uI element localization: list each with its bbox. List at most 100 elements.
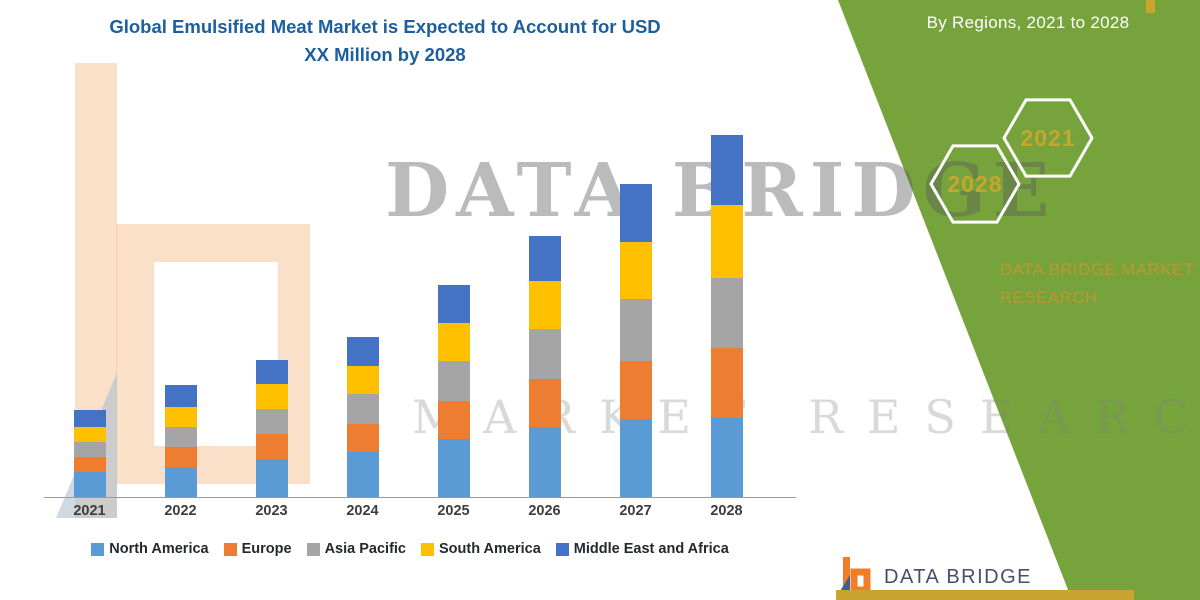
x-axis-labels: 2021 2022 2023 2024 2025 2026 2027 2028 xyxy=(44,503,772,519)
top-right-logo-fragment xyxy=(1146,0,1155,13)
legend-item-middle-east-and-africa: Middle East and Africa xyxy=(555,541,729,557)
year-hexagons: 2028 2021 xyxy=(929,98,1094,224)
legend-swatch-asia-pacific xyxy=(306,542,320,556)
legend-label-asia-pacific: Asia Pacific xyxy=(324,541,406,557)
legend-item-europe: Europe xyxy=(223,541,292,557)
bar-2028 xyxy=(681,132,772,497)
segment-north-america-2025 xyxy=(437,439,470,497)
x-label-2023: 2023 xyxy=(255,503,288,519)
segment-europe-2026 xyxy=(528,379,561,427)
bar-2022 xyxy=(135,132,226,497)
segment-south-america-2024 xyxy=(346,366,379,394)
segment-middle-east-and-africa-2026 xyxy=(528,236,561,281)
segment-south-america-2023 xyxy=(255,384,288,409)
segment-asia-pacific-2027 xyxy=(619,299,652,361)
legend-swatch-south-america xyxy=(421,542,434,556)
side-panel-heading: By Regions, 2021 to 2028 xyxy=(926,13,1130,32)
hexagon-2021-label: 2021 xyxy=(1020,125,1075,151)
segment-asia-pacific-2022 xyxy=(164,427,197,447)
chart-title-line2: XX Million by 2028 xyxy=(304,44,466,65)
segment-north-america-2028 xyxy=(710,418,743,497)
bar-stack-2026 xyxy=(528,236,561,497)
segment-middle-east-and-africa-2024 xyxy=(346,337,379,366)
segment-north-america-2027 xyxy=(619,419,652,497)
legend-label-north-america: North America xyxy=(109,541,209,557)
x-label-2025: 2025 xyxy=(437,503,470,519)
segment-middle-east-and-africa-2021 xyxy=(73,410,106,427)
bar-2025 xyxy=(408,132,499,497)
segment-asia-pacific-2026 xyxy=(528,329,561,379)
green-panel-shape xyxy=(838,0,1200,600)
hexagon-2028 xyxy=(929,144,1021,224)
segment-middle-east-and-africa-2022 xyxy=(164,385,197,407)
bar-2021 xyxy=(44,132,135,497)
hexagon-2028-label: 2028 xyxy=(947,171,1002,197)
segment-asia-pacific-2023 xyxy=(255,409,288,434)
bar-stack-2021 xyxy=(73,410,106,497)
segment-middle-east-and-africa-2025 xyxy=(437,285,470,323)
legend-item-north-america: North America xyxy=(91,541,209,557)
segment-europe-2027 xyxy=(619,361,652,419)
segment-asia-pacific-2028 xyxy=(710,278,743,348)
legend-swatch-middle-east-and-africa xyxy=(555,542,569,556)
segment-europe-2025 xyxy=(437,401,470,439)
legend-swatch-north-america xyxy=(91,542,105,556)
segment-north-america-2023 xyxy=(255,459,288,497)
segment-middle-east-and-africa-2023 xyxy=(255,360,288,384)
segment-south-america-2027 xyxy=(619,242,652,299)
segment-europe-2022 xyxy=(164,447,197,467)
bar-2026 xyxy=(499,132,590,497)
segment-north-america-2022 xyxy=(164,467,197,497)
bar-stack-2024 xyxy=(346,337,379,497)
x-axis-line xyxy=(44,497,796,498)
bar-2024 xyxy=(317,132,408,497)
segment-asia-pacific-2024 xyxy=(346,394,379,424)
bar-2023 xyxy=(226,132,317,497)
bar-stack-2022 xyxy=(164,385,197,497)
x-label-2028: 2028 xyxy=(710,503,743,519)
segment-middle-east-and-africa-2028 xyxy=(710,135,743,205)
segment-south-america-2026 xyxy=(528,281,561,329)
bar-stack-2023 xyxy=(255,360,288,497)
chart-title: Global Emulsified Meat Market is Expecte… xyxy=(35,13,735,69)
segment-north-america-2026 xyxy=(528,427,561,497)
segment-north-america-2024 xyxy=(346,452,379,497)
chart-title-line1: Global Emulsified Meat Market is Expecte… xyxy=(109,16,661,37)
hexagon-2021 xyxy=(1002,98,1094,178)
bar-stack-2025 xyxy=(437,285,470,497)
legend-label-middle-east-and-africa: Middle East and Africa xyxy=(573,541,729,557)
plot-area xyxy=(44,132,772,497)
bar-stack-2028 xyxy=(710,135,743,497)
legend-item-south-america: South America xyxy=(421,541,541,557)
legend-label-europe: Europe xyxy=(241,541,292,557)
segment-south-america-2022 xyxy=(164,407,197,427)
segment-south-america-2028 xyxy=(710,205,743,278)
x-label-2022: 2022 xyxy=(164,503,197,519)
side-panel-brand-text: DATA BRIDGE MARKET RESEARCH xyxy=(1000,256,1195,312)
segment-south-america-2021 xyxy=(73,427,106,442)
segment-asia-pacific-2025 xyxy=(437,361,470,401)
segment-europe-2021 xyxy=(73,457,106,472)
legend-swatch-europe xyxy=(223,542,237,556)
segment-europe-2024 xyxy=(346,424,379,452)
bar-2027 xyxy=(590,132,681,497)
segment-europe-2023 xyxy=(255,434,288,459)
x-label-2027: 2027 xyxy=(619,503,652,519)
bar-stack-2027 xyxy=(619,184,652,497)
segment-middle-east-and-africa-2027 xyxy=(619,184,652,242)
brand-text-line1: DATA BRIDGE MARKET xyxy=(1000,260,1195,279)
brand-text-line2: RESEARCH xyxy=(1000,288,1098,307)
segment-south-america-2025 xyxy=(437,323,470,361)
segment-asia-pacific-2021 xyxy=(73,442,106,457)
x-label-2021: 2021 xyxy=(73,503,106,519)
legend: North America Europe Asia Pacific South Ame… xyxy=(30,541,790,557)
segment-north-america-2021 xyxy=(73,472,106,497)
segment-europe-2028 xyxy=(710,348,743,418)
x-label-2024: 2024 xyxy=(346,503,379,519)
legend-item-asia-pacific: Asia Pacific xyxy=(306,541,406,557)
x-label-2026: 2026 xyxy=(528,503,561,519)
legend-label-south-america: South America xyxy=(439,541,541,557)
